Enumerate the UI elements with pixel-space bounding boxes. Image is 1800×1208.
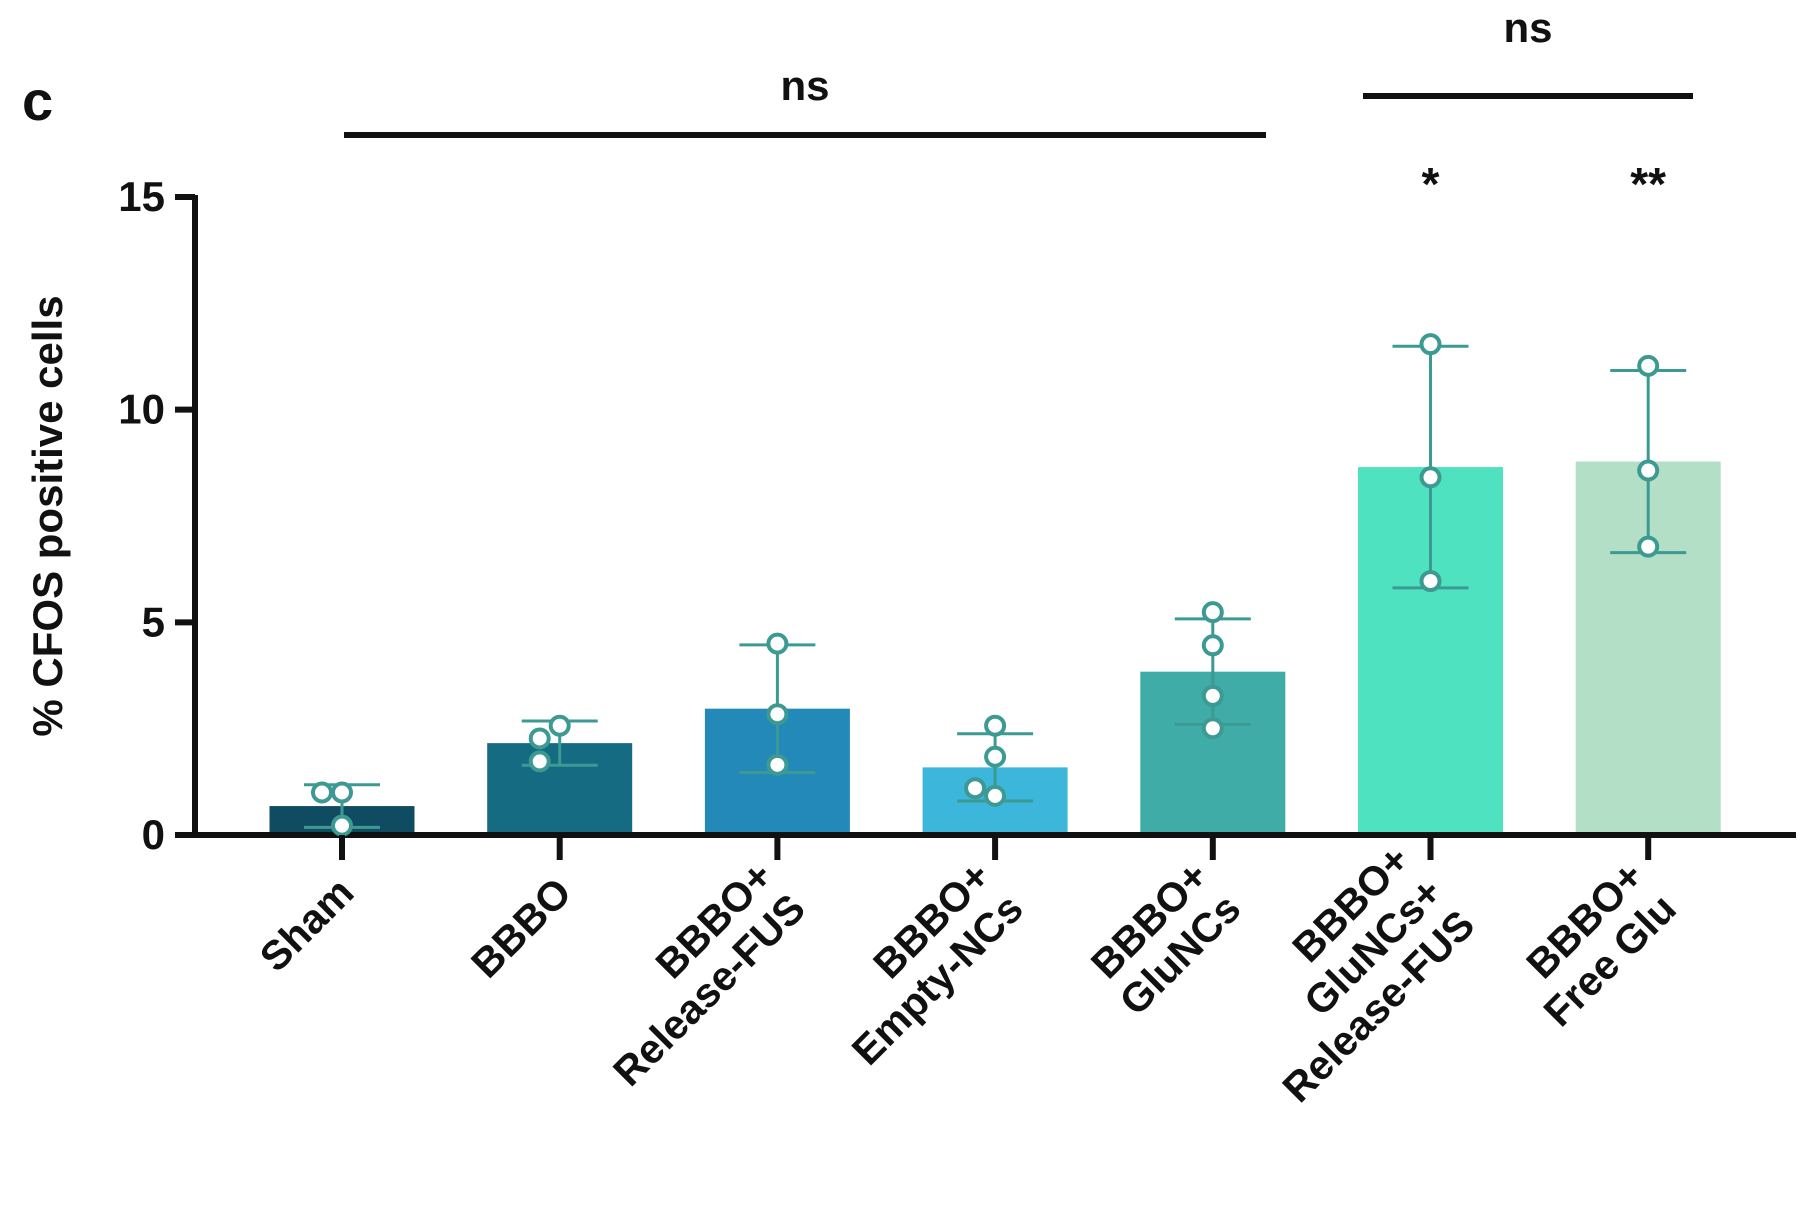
data-point	[548, 714, 571, 737]
y-tick-label: 15	[118, 173, 165, 220]
data-point	[528, 727, 551, 750]
data-point	[1201, 717, 1224, 740]
data-point	[331, 781, 353, 804]
bracket-label: ns	[780, 62, 829, 109]
significance-label: **	[1630, 158, 1666, 210]
panel-label: c	[22, 69, 53, 132]
y-axis-label: % CFOS positive cells	[24, 295, 71, 736]
data-point	[1201, 684, 1224, 707]
data-point	[766, 753, 789, 776]
data-point	[766, 703, 789, 726]
data-point	[1637, 459, 1660, 482]
y-tick-label: 5	[142, 598, 165, 645]
data-point	[1201, 601, 1224, 624]
significance-label: *	[1422, 158, 1440, 210]
data-point	[1419, 466, 1442, 489]
data-point	[311, 781, 333, 804]
y-tick-label: 0	[142, 811, 165, 858]
data-point	[964, 777, 987, 800]
data-point	[1637, 535, 1660, 558]
data-point	[1637, 354, 1660, 377]
data-point	[331, 814, 353, 837]
data-point	[1201, 634, 1224, 657]
data-point	[1419, 333, 1442, 356]
data-point	[528, 750, 551, 773]
data-point	[984, 714, 1007, 737]
data-point	[984, 784, 1007, 807]
bracket-label: ns	[1503, 4, 1552, 51]
x-tick-label: Sham	[251, 869, 362, 980]
data-point	[1419, 570, 1442, 593]
data-point	[766, 632, 789, 655]
x-tick-label: BBBO	[462, 869, 580, 987]
data-point	[984, 745, 1007, 768]
y-tick-label: 10	[118, 386, 165, 433]
